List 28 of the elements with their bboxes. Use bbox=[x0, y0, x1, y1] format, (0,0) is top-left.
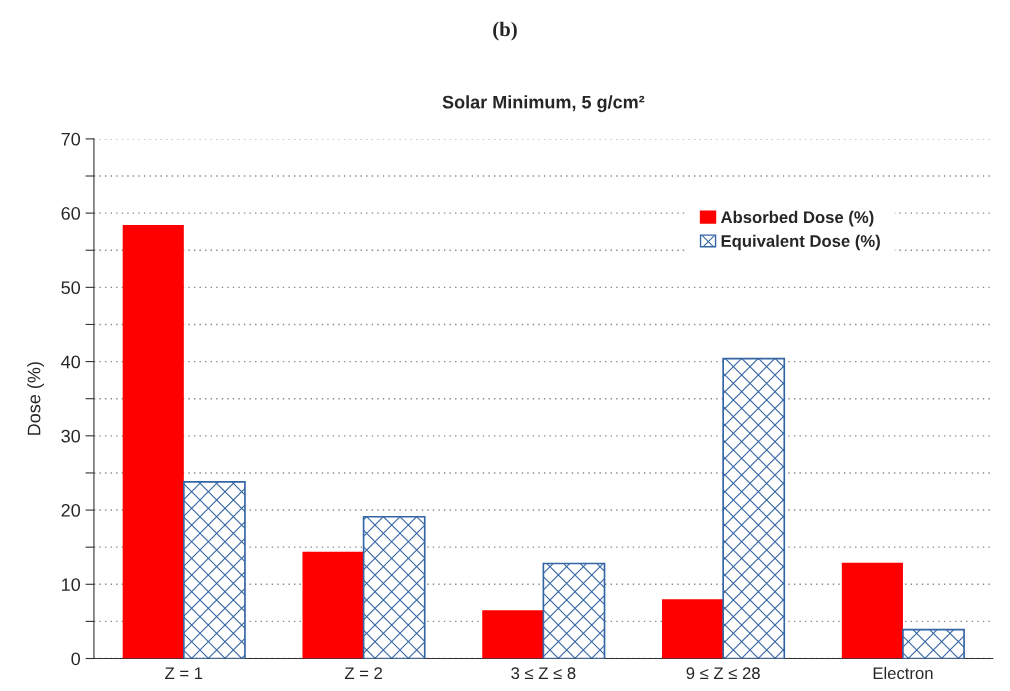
legend-label: Absorbed Dose (%) bbox=[720, 210, 874, 227]
chart-title: (b) bbox=[493, 21, 517, 41]
y-tick-label: 40 bbox=[61, 355, 81, 369]
bar bbox=[542, 562, 606, 659]
bar bbox=[302, 551, 364, 659]
legend-label: Equivalent Dose (%) bbox=[721, 234, 880, 251]
x-tick-label: Electron bbox=[873, 666, 933, 680]
bar bbox=[122, 225, 184, 659]
x-tick-label: Z = 2 bbox=[344, 667, 382, 679]
bar bbox=[482, 610, 544, 659]
chart-subtitle: Solar Minimum, 5 g/cm² bbox=[442, 95, 645, 113]
y-axis-title: Dose (%) bbox=[27, 362, 44, 435]
x-tick-label: 3 ≤ Z ≤ 8 bbox=[511, 667, 576, 680]
bar bbox=[902, 628, 965, 659]
y-tick-label: 20 bbox=[61, 503, 81, 517]
bar bbox=[662, 599, 724, 659]
x-tick-label: Z = 1 bbox=[165, 667, 203, 679]
bar bbox=[722, 357, 786, 659]
y-tick-label: 10 bbox=[62, 578, 81, 592]
bar bbox=[841, 562, 903, 659]
y-tick-label: 30 bbox=[61, 429, 81, 443]
y-tick-label: 70 bbox=[61, 132, 81, 146]
bar bbox=[362, 515, 426, 659]
y-tick-label: 60 bbox=[61, 207, 81, 220]
y-tick-label: 0 bbox=[71, 652, 81, 666]
bar bbox=[182, 481, 246, 659]
x-tick-label: 9 ≤ Z ≤ 28 bbox=[686, 667, 760, 680]
y-tick-label: 50 bbox=[61, 281, 81, 295]
